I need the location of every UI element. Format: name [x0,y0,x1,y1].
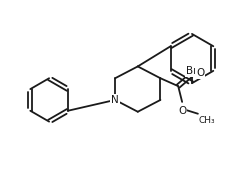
Text: Br: Br [186,66,198,76]
Text: N: N [111,95,119,105]
Text: O: O [196,68,204,78]
Text: O: O [178,106,186,116]
Text: CH₃: CH₃ [199,116,215,125]
